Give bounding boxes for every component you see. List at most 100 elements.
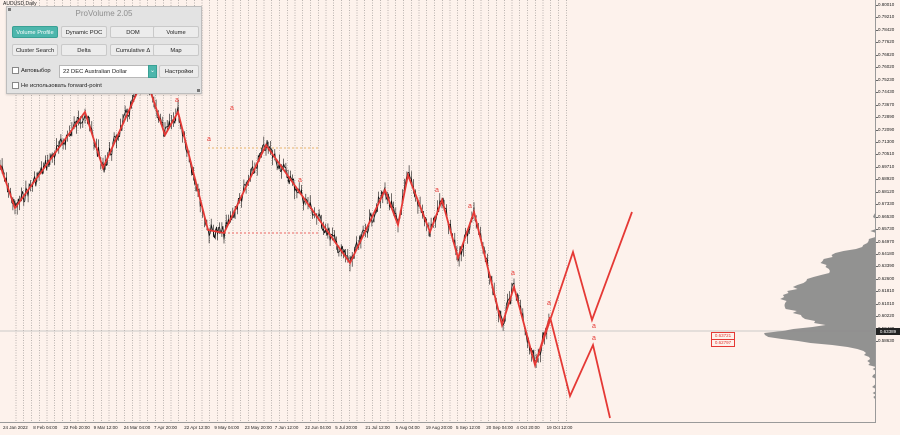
price-tick-label: 0.61810 — [878, 288, 895, 294]
wave-label: a — [592, 323, 596, 330]
auto-select-option[interactable]: Автовыбор — [12, 67, 51, 74]
cluster-search-button[interactable]: Cluster Search — [12, 44, 58, 56]
price-tick-mark — [876, 92, 878, 94]
wave-forecast-line-alt — [549, 316, 611, 419]
price-tick-label: 0.72090 — [878, 126, 895, 132]
price-tick-mark — [876, 204, 878, 206]
price-tick-label: 0.69710 — [878, 163, 895, 169]
panel-corner-handle[interactable] — [197, 89, 200, 92]
wave-label: a — [298, 177, 302, 184]
forward-point-checkbox[interactable] — [12, 82, 19, 89]
time-tick-label: 7 Apr 20:00 — [154, 425, 178, 430]
price-tick-mark — [876, 278, 878, 280]
time-tick-label: 4 Oct 20:00 — [516, 425, 540, 430]
price-tick-label: 0.72890 — [878, 114, 895, 120]
price-tick-mark — [876, 316, 878, 318]
price-tick-mark — [876, 166, 878, 168]
price-tick-mark — [876, 42, 878, 44]
time-axis: 24 Jan 2022 8 Feb 04:00 22 Feb 20:00 9 Mar … — [0, 423, 876, 435]
price-tick-label: 0.77620 — [878, 39, 895, 45]
forward-point-label: Не использовать forward-point — [21, 82, 102, 89]
symbol-select[interactable]: 22 DEC Australian Dollar — [59, 65, 149, 78]
panel-title: ProVolume 2.05 — [75, 9, 133, 18]
volume-profile-button[interactable]: Volume Profile — [12, 26, 58, 38]
current-price-label: 0.63389 — [876, 328, 900, 335]
price-tick-mark — [876, 104, 878, 106]
price-tick-label: 0.65730 — [878, 226, 895, 232]
price-tick-mark — [876, 79, 878, 81]
delta-button[interactable]: Delta — [61, 44, 107, 56]
price-tick-mark — [876, 191, 878, 193]
time-tick-label: 5 Aug 04:00 — [395, 425, 420, 430]
dom-button[interactable]: DOM — [110, 26, 156, 38]
price-tick-mark — [876, 341, 878, 343]
price-tick-mark — [876, 129, 878, 131]
auto-select-checkbox[interactable] — [12, 67, 19, 74]
panel-resize-handle[interactable] — [8, 8, 11, 11]
price-tick-label: 0.76020 — [878, 64, 895, 70]
price-tick-mark — [876, 154, 878, 156]
time-tick-label: 7 Jun 12:00 — [274, 425, 299, 430]
price-tick-label: 0.70510 — [878, 151, 895, 157]
price-tick-mark — [876, 291, 878, 293]
price-tick-mark — [876, 5, 878, 6]
price-tick-mark — [876, 117, 878, 119]
settings-button[interactable]: Настройки — [159, 65, 199, 78]
price-tick-label: 0.58630 — [878, 338, 895, 344]
time-tick-label: 20 Sep 04:00 — [486, 425, 513, 430]
time-tick-label: 19 Oct 12:00 — [546, 425, 573, 430]
time-tick-label: 22 Feb 20:00 — [63, 425, 90, 430]
wave-label: a — [592, 335, 596, 342]
wave-forecast-line — [534, 211, 633, 366]
price-tick-label: 0.75230 — [878, 76, 895, 82]
cumulative-delta-button[interactable]: Cumulative Δ — [110, 44, 156, 56]
volume-button[interactable]: Volume — [153, 26, 199, 38]
price-tick-label: 0.79210 — [878, 14, 895, 20]
price-candle-ticks — [0, 69, 550, 368]
price-tick-label: 0.66530 — [878, 213, 895, 219]
time-tick-label: 19 Aug 20:00 — [425, 425, 453, 430]
time-tick-label: 8 Feb 04:00 — [33, 425, 58, 430]
price-tick-mark — [876, 67, 878, 69]
dynamic-poc-button[interactable]: Dynamic POC — [61, 26, 107, 38]
price-tick-label: 0.64970 — [878, 238, 895, 244]
time-tick-label: 5 Sep 12:00 — [456, 425, 481, 430]
wave-label: a — [511, 270, 515, 277]
price-tick-label: 0.60220 — [878, 313, 895, 319]
volume-profile-histogram — [764, 213, 875, 399]
price-tick-label: 0.71300 — [878, 138, 895, 144]
price-tick-label: 0.80010 — [878, 2, 895, 7]
map-button[interactable]: Map — [153, 44, 199, 56]
chevron-down-icon[interactable]: ⌄ — [148, 65, 157, 78]
time-tick-label: 9 Mar 12:00 — [93, 425, 118, 430]
price-tick-label: 0.68120 — [878, 188, 895, 194]
price-axis[interactable]: 0.80010 0.79210 0.78420 0.77620 0.76820 0.760… — [876, 0, 900, 423]
wave-label: a — [207, 136, 211, 143]
time-tick-label: 23 May 20:00 — [244, 425, 272, 430]
time-tick-label: 9 May 04:00 — [214, 425, 240, 430]
price-tick-label: 0.76820 — [878, 51, 895, 57]
time-tick-label: 21 Jul 12:00 — [365, 425, 390, 430]
price-tick-mark — [876, 254, 878, 255]
wave-label: a — [435, 187, 439, 194]
price-tick-label: 0.63390 — [878, 263, 895, 269]
price-tick-mark — [876, 141, 878, 143]
price-tick-mark — [876, 179, 878, 181]
price-tick-label: 0.67330 — [878, 201, 895, 207]
auto-select-label: Автовыбор — [21, 67, 51, 74]
wave-label: a — [547, 300, 551, 307]
price-tick-label: 0.74430 — [878, 89, 895, 95]
provolume-panel[interactable]: ProVolume 2.05 Volume Profile Dynamic PO… — [6, 6, 202, 94]
time-tick-label: 24 Mar 04:00 — [123, 425, 151, 430]
wave-zigzag-line — [0, 72, 551, 369]
wave-label: a — [468, 203, 472, 210]
forward-point-option[interactable]: Не использовать forward-point — [12, 82, 102, 89]
price-tick-mark — [876, 229, 878, 231]
symbol-timeframe-label: AUDUSD,Daily — [3, 1, 37, 7]
price-tick-mark — [876, 54, 878, 56]
wave-label: a — [175, 97, 179, 104]
price-tick-mark — [876, 303, 878, 305]
price-tick-label: 0.61010 — [878, 300, 895, 306]
price-box-lower[interactable]: 0.62797 — [711, 339, 735, 347]
